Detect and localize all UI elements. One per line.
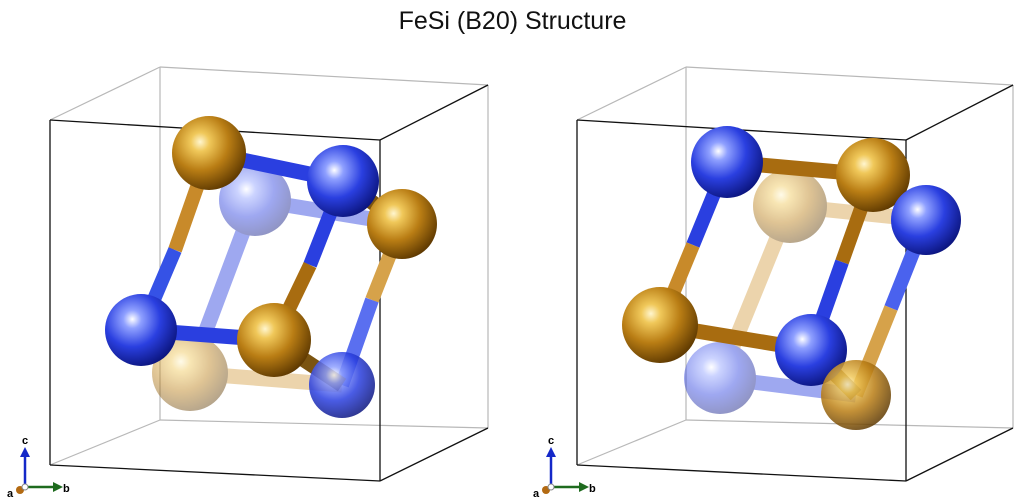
axis-b-label: b bbox=[63, 483, 70, 495]
axis-b-label: b bbox=[589, 483, 596, 495]
si-atom bbox=[307, 145, 379, 217]
axis-triad: c b a bbox=[533, 435, 596, 500]
unit-cell-box bbox=[576, 66, 1014, 482]
fe-atom bbox=[753, 169, 827, 243]
panel-right: c b a bbox=[533, 66, 1014, 500]
unit-cell-box bbox=[49, 66, 489, 482]
fe-atom bbox=[172, 116, 246, 190]
axis-a-label: a bbox=[533, 488, 540, 500]
axis-c-label: c bbox=[22, 435, 28, 447]
fe-atom bbox=[367, 189, 437, 259]
fe-atom bbox=[836, 138, 910, 212]
axis-c-label: c bbox=[548, 435, 554, 447]
si-atom bbox=[684, 342, 756, 414]
si-atom bbox=[219, 164, 291, 236]
fe-atom bbox=[622, 287, 698, 363]
figure-title: FeSi (B20) Structure bbox=[398, 7, 627, 35]
si-atom bbox=[309, 352, 375, 418]
fe-atom bbox=[821, 360, 891, 430]
axis-triad: c b a bbox=[7, 435, 70, 500]
fe-atom bbox=[237, 303, 311, 377]
si-atom bbox=[775, 314, 847, 386]
si-atom bbox=[691, 126, 763, 198]
axis-a-label: a bbox=[7, 488, 14, 500]
panel-left: c b a bbox=[7, 66, 489, 500]
si-atom bbox=[891, 185, 961, 255]
fe-atom bbox=[152, 335, 228, 411]
si-atom bbox=[105, 294, 177, 366]
